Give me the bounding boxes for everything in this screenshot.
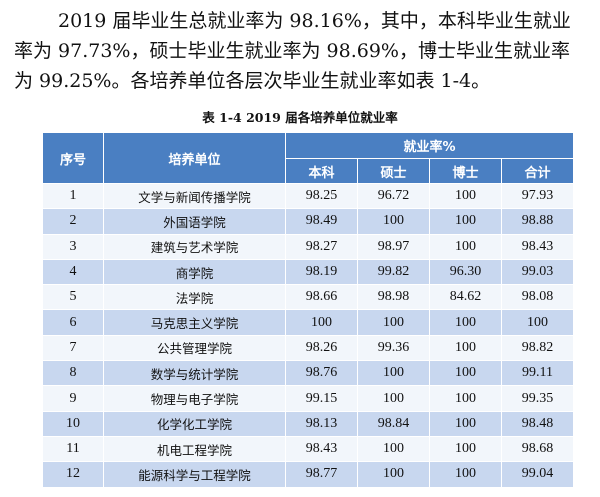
cell-index: 3	[42, 233, 104, 260]
table-body: 1 文学与新闻传播学院 98.25 96.72 100 97.93 2 外国语学院 98.49 1…	[42, 182, 575, 488]
cell-index: 8	[42, 360, 104, 387]
table-row: 7 公共管理学院 98.26 99.36 100 98.82	[42, 334, 575, 362]
cell-master: 100	[357, 208, 430, 235]
cell-master: 98.97	[357, 233, 430, 260]
cell-bachelor: 98.43	[285, 435, 358, 463]
cell-bachelor: 98.19	[285, 258, 358, 286]
cell-total: 99.35	[500, 385, 575, 412]
cell-unit: 物理与电子学院	[103, 385, 286, 412]
cell-total: 98.08	[500, 284, 575, 311]
cell-master: 100	[357, 360, 430, 387]
table-row: 5 法学院 98.66 98.98 84.62 98.08	[42, 284, 575, 311]
table-row: 11 机电工程学院 98.43 100 100 98.68	[42, 435, 575, 463]
cell-total: 99.04	[500, 461, 575, 488]
cell-bachelor: 100	[285, 309, 358, 336]
table-row: 12 能源科学与工程学院 98.77 100 100 99.04	[42, 461, 575, 488]
intro-line-2: 率为 97.73%，硕士毕业生就业率为 98.69%，博士毕业生就业率	[14, 40, 570, 62]
cell-total: 98.82	[500, 334, 575, 362]
cell-index: 7	[42, 334, 104, 362]
intro-line-3: 为 99.25%。各培养单位各层次毕业生就业率如表 1-4。	[14, 70, 491, 92]
header-unit: 培养单位	[103, 132, 286, 184]
cell-index: 9	[42, 385, 104, 412]
intro-line-1: 2019 届毕业生总就业率为 98.16%，其中，本科毕业生就业	[58, 10, 571, 32]
cell-total: 97.93	[500, 182, 575, 210]
header-rate-group: 就业率%	[284, 132, 575, 159]
cell-index: 1	[42, 182, 104, 210]
cell-unit: 数学与统计学院	[103, 360, 286, 387]
table-row: 3 建筑与艺术学院 98.27 98.97 100 98.43	[42, 233, 575, 260]
cell-master: 99.82	[357, 258, 430, 286]
cell-bachelor: 98.76	[285, 360, 358, 387]
cell-doctor: 100	[429, 233, 502, 260]
cell-bachelor: 98.26	[285, 334, 358, 362]
cell-unit: 文学与新闻传播学院	[103, 182, 286, 210]
cell-master: 98.98	[357, 284, 430, 311]
cell-index: 6	[42, 309, 104, 336]
cell-doctor: 84.62	[429, 284, 502, 311]
cell-index: 5	[42, 284, 104, 311]
cell-master: 98.84	[357, 410, 430, 437]
cell-index: 10	[42, 410, 104, 437]
cell-index: 2	[42, 208, 104, 235]
cell-master: 100	[357, 461, 430, 488]
cell-bachelor: 99.15	[285, 385, 358, 412]
cell-doctor: 100	[429, 461, 502, 488]
cell-master: 100	[357, 385, 430, 412]
cell-unit: 马克思主义学院	[103, 309, 286, 336]
header-bachelor: 本科	[285, 158, 358, 184]
header-index: 序号	[42, 132, 104, 184]
cell-master: 99.36	[357, 334, 430, 362]
cell-total: 98.88	[500, 208, 575, 235]
cell-master: 96.72	[357, 182, 430, 210]
table-row: 10 化学化工学院 98.13 98.84 100 98.48	[42, 410, 575, 437]
table-row: 6 马克思主义学院 100 100 100 100	[42, 309, 575, 336]
intro-paragraph: 2019 届毕业生总就业率为 98.16%，其中，本科毕业生就业 率为 97.7…	[14, 6, 592, 96]
table-row: 8 数学与统计学院 98.76 100 100 99.11	[42, 360, 575, 387]
cell-total: 98.43	[500, 233, 575, 260]
cell-doctor: 100	[429, 410, 502, 437]
table-row: 2 外国语学院 98.49 100 100 98.88	[42, 208, 575, 235]
cell-bachelor: 98.66	[285, 284, 358, 311]
header-doctor: 博士	[429, 158, 502, 184]
cell-master: 100	[357, 435, 430, 463]
cell-doctor: 100	[429, 435, 502, 463]
cell-total: 99.03	[500, 258, 575, 286]
cell-bachelor: 98.13	[285, 410, 358, 437]
cell-bachelor: 98.27	[285, 233, 358, 260]
cell-doctor: 100	[429, 360, 502, 387]
cell-doctor: 96.30	[429, 258, 502, 286]
table-row: 1 文学与新闻传播学院 98.25 96.72 100 97.93	[42, 182, 575, 210]
cell-doctor: 100	[429, 385, 502, 412]
cell-index: 4	[42, 258, 104, 286]
cell-bachelor: 98.49	[285, 208, 358, 235]
employment-rate-table: 序号 培养单位 就业率% 本科 硕士 博士 合计 1 文学与新闻传播学院 98.25…	[42, 132, 575, 488]
cell-bachelor: 98.25	[285, 182, 358, 210]
cell-doctor: 100	[429, 182, 502, 210]
cell-total: 99.11	[500, 360, 575, 387]
header-total: 合计	[500, 158, 575, 184]
cell-total: 98.68	[500, 435, 575, 463]
cell-unit: 化学化工学院	[103, 410, 286, 437]
cell-bachelor: 98.77	[285, 461, 358, 488]
cell-index: 12	[42, 461, 104, 488]
cell-unit: 商学院	[103, 258, 286, 286]
cell-doctor: 100	[429, 309, 502, 336]
cell-unit: 建筑与艺术学院	[103, 233, 286, 260]
table-row: 4 商学院 98.19 99.82 96.30 99.03	[42, 258, 575, 286]
cell-total: 100	[500, 309, 575, 336]
cell-unit: 外国语学院	[103, 208, 286, 235]
cell-total: 98.48	[500, 410, 575, 437]
table-row: 9 物理与电子学院 99.15 100 100 99.35	[42, 385, 575, 412]
cell-doctor: 100	[429, 208, 502, 235]
cell-index: 11	[42, 435, 104, 463]
cell-unit: 能源科学与工程学院	[103, 461, 286, 488]
table-caption: 表 1-4 2019 届各培养单位就业率	[202, 110, 398, 125]
cell-unit: 公共管理学院	[103, 334, 286, 362]
cell-master: 100	[357, 309, 430, 336]
cell-doctor: 100	[429, 334, 502, 362]
cell-unit: 机电工程学院	[103, 435, 286, 463]
cell-unit: 法学院	[103, 284, 286, 311]
header-master: 硕士	[357, 158, 430, 184]
